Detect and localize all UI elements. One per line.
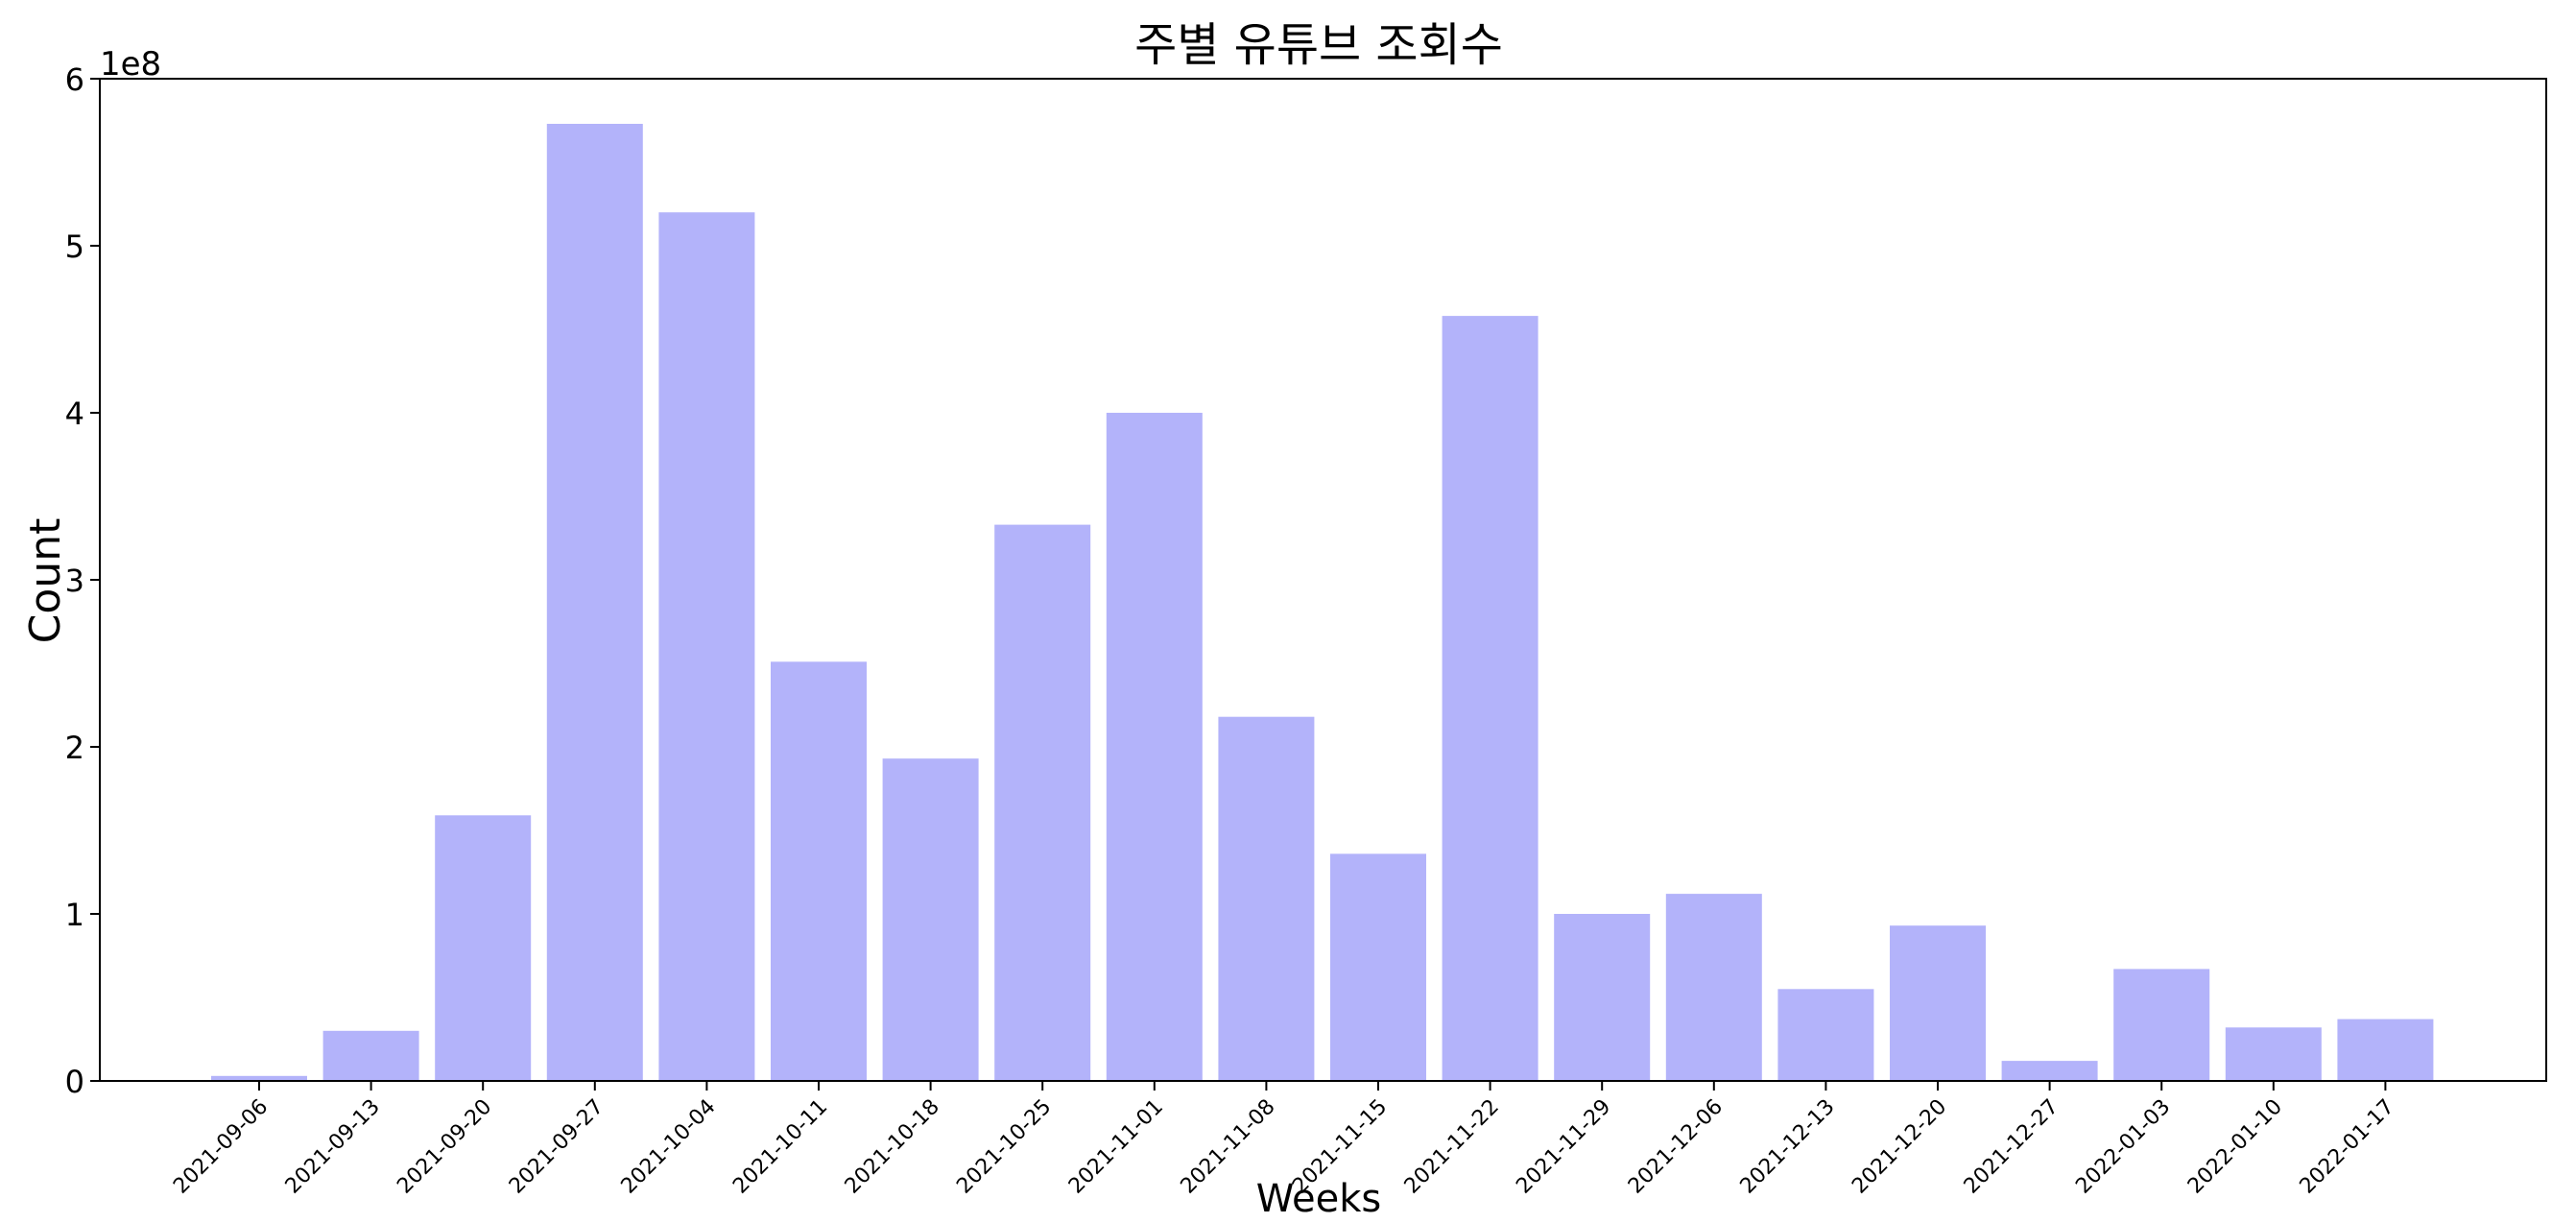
x-tick-label: 2021-11-22 — [1400, 1095, 1504, 1199]
bar-2021-11-22 — [1442, 316, 1538, 1082]
y-tick-label: 1 — [65, 897, 84, 933]
y-tick-label: 4 — [65, 396, 84, 432]
bar-2021-12-20 — [1890, 925, 1986, 1081]
bar-2022-01-17 — [2337, 1019, 2434, 1081]
y-tick-label: 5 — [65, 228, 84, 265]
plot-area-frame — [99, 78, 2547, 1082]
x-tick-label: 2021-09-13 — [281, 1095, 385, 1199]
bar-2021-11-08 — [1218, 716, 1315, 1081]
bar-2021-09-20 — [435, 815, 532, 1081]
x-tick-label: 2021-09-27 — [505, 1095, 608, 1199]
bar-2021-10-25 — [994, 524, 1091, 1081]
bar-2021-12-27 — [2001, 1061, 2098, 1081]
x-tick-label: 2021-09-06 — [169, 1095, 273, 1199]
x-tick-label: 2021-11-01 — [1064, 1095, 1168, 1199]
bar-2021-10-11 — [771, 661, 867, 1081]
bar-2022-01-10 — [2225, 1027, 2322, 1081]
bar-2021-10-04 — [658, 212, 755, 1081]
y-tick-label: 2 — [65, 730, 84, 766]
bar-2021-09-06 — [211, 1075, 307, 1081]
x-tick-label: 2021-10-18 — [841, 1095, 944, 1199]
bar-2021-09-27 — [546, 124, 643, 1081]
y-tick-label: 6 — [65, 61, 84, 98]
y-axis-label: Count — [21, 518, 70, 644]
x-axis-label: Weeks — [1256, 1177, 1381, 1219]
x-tick-label: 2021-10-04 — [617, 1095, 721, 1199]
x-tick-label: 2022-01-10 — [2183, 1095, 2287, 1199]
bar-2021-11-01 — [1106, 413, 1203, 1081]
bar-2021-09-13 — [322, 1030, 419, 1081]
x-tick-label: 2021-12-27 — [1960, 1095, 2063, 1199]
y-axis-offset-label: 1e8 — [100, 45, 161, 84]
x-tick-label: 2021-09-20 — [393, 1095, 496, 1199]
x-tick-label: 2022-01-17 — [2296, 1095, 2399, 1199]
chart-title: 주별 유튜브 조회수 — [1134, 18, 1503, 72]
x-tick-label: 2022-01-03 — [2071, 1095, 2175, 1199]
x-tick-label: 2021-12-20 — [1848, 1095, 1951, 1199]
x-tick-label: 2021-10-11 — [728, 1095, 832, 1199]
bars-group — [211, 124, 2434, 1082]
bar-2022-01-03 — [2113, 969, 2210, 1081]
x-tick-label: 2021-11-29 — [1512, 1095, 1615, 1199]
bar-2021-12-06 — [1665, 894, 1762, 1081]
bar-2021-11-29 — [1554, 914, 1651, 1081]
bar-2021-11-15 — [1330, 853, 1426, 1081]
x-tick-label: 2021-12-06 — [1624, 1095, 1728, 1199]
y-tick-label: 0 — [65, 1064, 84, 1100]
y-axis-ticks: 0 1 2 3 4 5 6 — [65, 61, 100, 1100]
x-tick-label: 2021-12-13 — [1736, 1095, 1840, 1199]
bar-2021-10-18 — [882, 758, 979, 1081]
bar-2021-12-13 — [1777, 989, 1874, 1081]
x-tick-label: 2021-10-25 — [952, 1095, 1056, 1199]
y-tick-label: 3 — [65, 563, 84, 599]
